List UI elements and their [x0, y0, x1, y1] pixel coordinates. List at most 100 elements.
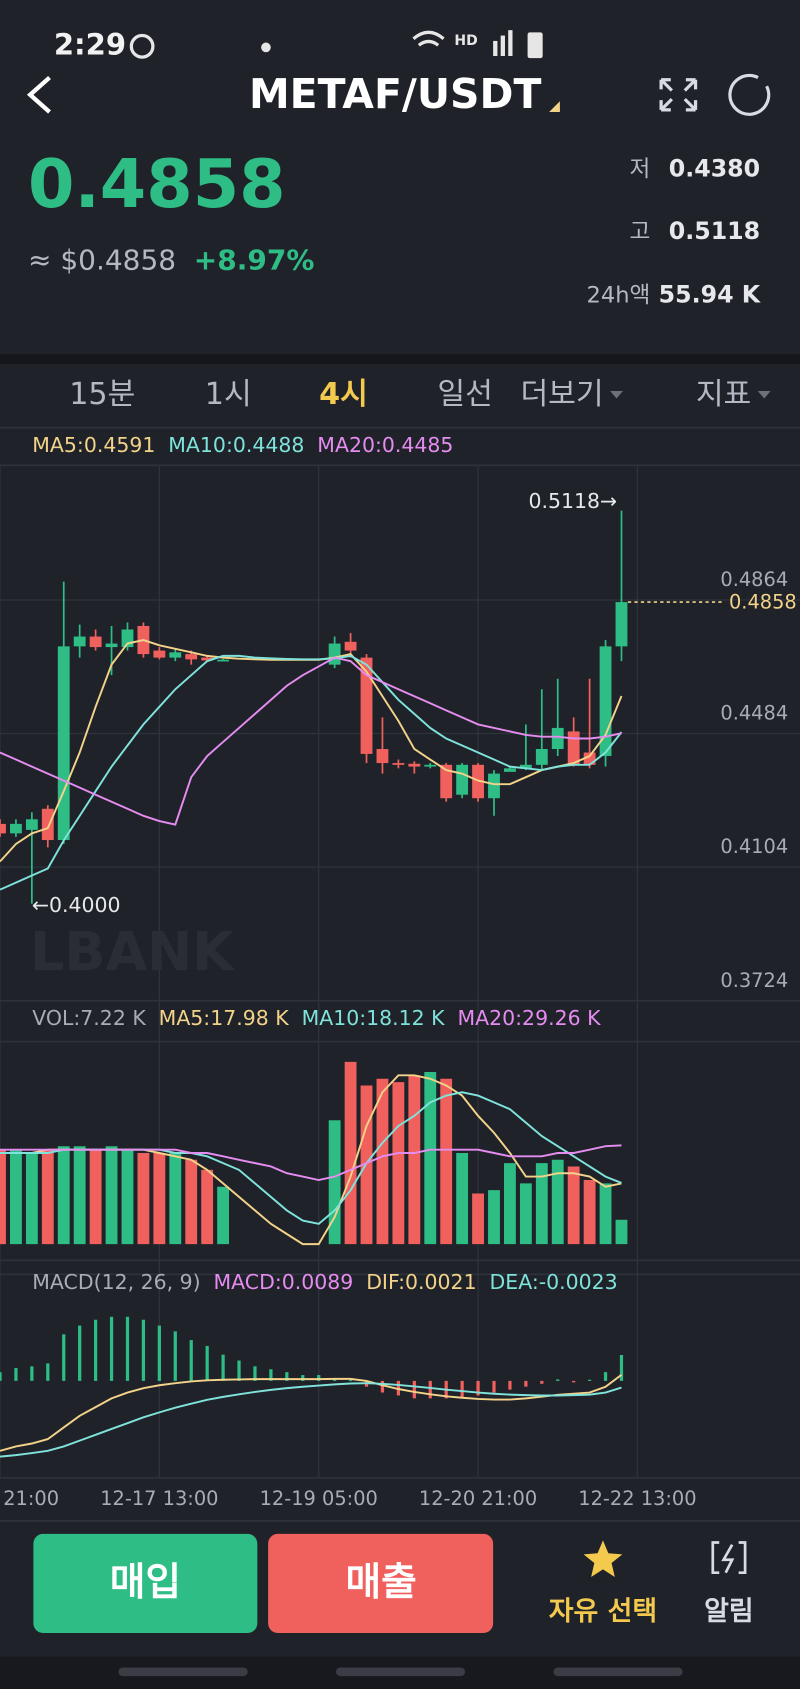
candle-body	[169, 652, 182, 658]
legend-entry: DIF:0.0021	[366, 1270, 476, 1294]
sell-button[interactable]	[268, 1533, 494, 1633]
candle-body	[153, 650, 166, 658]
bar	[125, 1316, 130, 1381]
high-annotation: 0.5118→	[528, 489, 617, 513]
bar	[551, 1159, 564, 1245]
candle-body	[488, 773, 500, 799]
interval-tab[interactable]: 4시	[319, 377, 368, 412]
candle-body	[121, 629, 134, 648]
candle-body	[344, 641, 357, 651]
legend-entry: DEA:-0.0023	[490, 1270, 618, 1294]
candle-body	[440, 764, 453, 799]
bar	[376, 1078, 389, 1245]
interval-tab[interactable]: 일선	[437, 377, 492, 412]
candle-body	[392, 763, 405, 765]
y-tick-label: 0.4864	[720, 568, 788, 591]
pair-title: METAF/USDT	[249, 70, 541, 118]
candle-body	[456, 764, 469, 795]
bar	[492, 1380, 496, 1393]
bar	[141, 1319, 146, 1381]
candle-body	[73, 636, 86, 647]
bar	[41, 1149, 54, 1245]
bar	[221, 1354, 225, 1381]
candle-body	[57, 646, 70, 841]
candle-body	[0, 823, 6, 834]
nav-pill	[553, 1667, 683, 1677]
candle-body	[583, 752, 596, 765]
fullscreen-button[interactable]	[659, 78, 698, 112]
bar	[137, 1153, 150, 1245]
bar	[428, 1380, 432, 1399]
candle-body	[25, 819, 38, 830]
bar	[599, 1183, 612, 1245]
bar	[153, 1153, 166, 1245]
dropdown-caret	[610, 391, 624, 399]
interval-tab[interactable]: 지표	[696, 377, 751, 412]
last-price-label: 0.4858	[729, 591, 797, 614]
bar	[185, 1159, 198, 1245]
x-tick-label: 12-22 13:00	[578, 1487, 696, 1510]
x-tick-label: 21:00	[3, 1487, 59, 1510]
interval-tab[interactable]: 1시	[205, 377, 252, 412]
bar	[285, 1372, 289, 1381]
legend-entry: VOL:7.22 K	[32, 1006, 146, 1030]
bar	[10, 1149, 22, 1245]
candle-body	[408, 763, 421, 767]
interval-tab[interactable]: 15분	[69, 377, 135, 412]
bar	[572, 1380, 576, 1383]
bar	[460, 1380, 464, 1399]
nav-pill	[335, 1667, 466, 1677]
bar	[0, 1149, 6, 1245]
y-tick-label: 0.4484	[720, 702, 788, 725]
bar	[237, 1360, 241, 1381]
bar	[269, 1369, 273, 1381]
stat-label: 저	[630, 157, 651, 183]
legend-entry: MA20:29.26 K	[458, 1006, 602, 1030]
alert-label[interactable]: 알림	[704, 1596, 754, 1627]
bar	[189, 1340, 193, 1381]
buy-button[interactable]	[33, 1533, 258, 1633]
bar	[109, 1316, 114, 1381]
title-indicator	[549, 101, 560, 113]
bar	[105, 1146, 118, 1245]
bar	[603, 1372, 608, 1381]
dropdown-caret	[757, 391, 771, 399]
candle-body	[41, 808, 54, 841]
bar	[205, 1345, 209, 1381]
bar	[408, 1075, 421, 1245]
candle-body	[567, 731, 580, 765]
bar	[619, 1354, 624, 1381]
legend-entry: MA10:0.4488	[168, 433, 304, 457]
candle-body	[10, 823, 22, 834]
bar	[424, 1071, 437, 1245]
bar	[25, 1153, 38, 1245]
x-tick-label: 12-19 05:00	[260, 1487, 378, 1510]
candle-body	[89, 636, 102, 648]
bar	[46, 1363, 50, 1381]
bar	[504, 1163, 516, 1245]
candle-body	[217, 659, 230, 662]
favorite-label[interactable]: 자유 선택	[549, 1596, 657, 1627]
bar	[328, 1120, 341, 1245]
price-change: +8.97%	[194, 244, 315, 277]
back-button[interactable]	[26, 75, 51, 114]
legend-entry: MA20:0.4485	[317, 433, 453, 457]
favorite-icon[interactable]	[583, 1540, 623, 1577]
candle-body	[504, 768, 516, 772]
legend-entry: MA10:18.12 K	[302, 1006, 446, 1030]
alert-icon[interactable]	[711, 1541, 747, 1575]
candle-body	[599, 646, 612, 757]
legend-entry: MA5:17.98 K	[159, 1006, 290, 1030]
bar	[317, 1375, 321, 1381]
bar	[217, 1186, 230, 1245]
legend-entry: MACD(12, 26, 9)	[32, 1270, 200, 1294]
interval-tab[interactable]: 더보기	[520, 377, 603, 412]
bar	[556, 1379, 560, 1381]
bar	[73, 1146, 86, 1245]
refresh-button[interactable]	[728, 73, 771, 116]
candle-body	[535, 749, 548, 765]
indicator-line	[0, 1374, 623, 1452]
bar	[121, 1149, 134, 1245]
bar	[14, 1368, 18, 1381]
